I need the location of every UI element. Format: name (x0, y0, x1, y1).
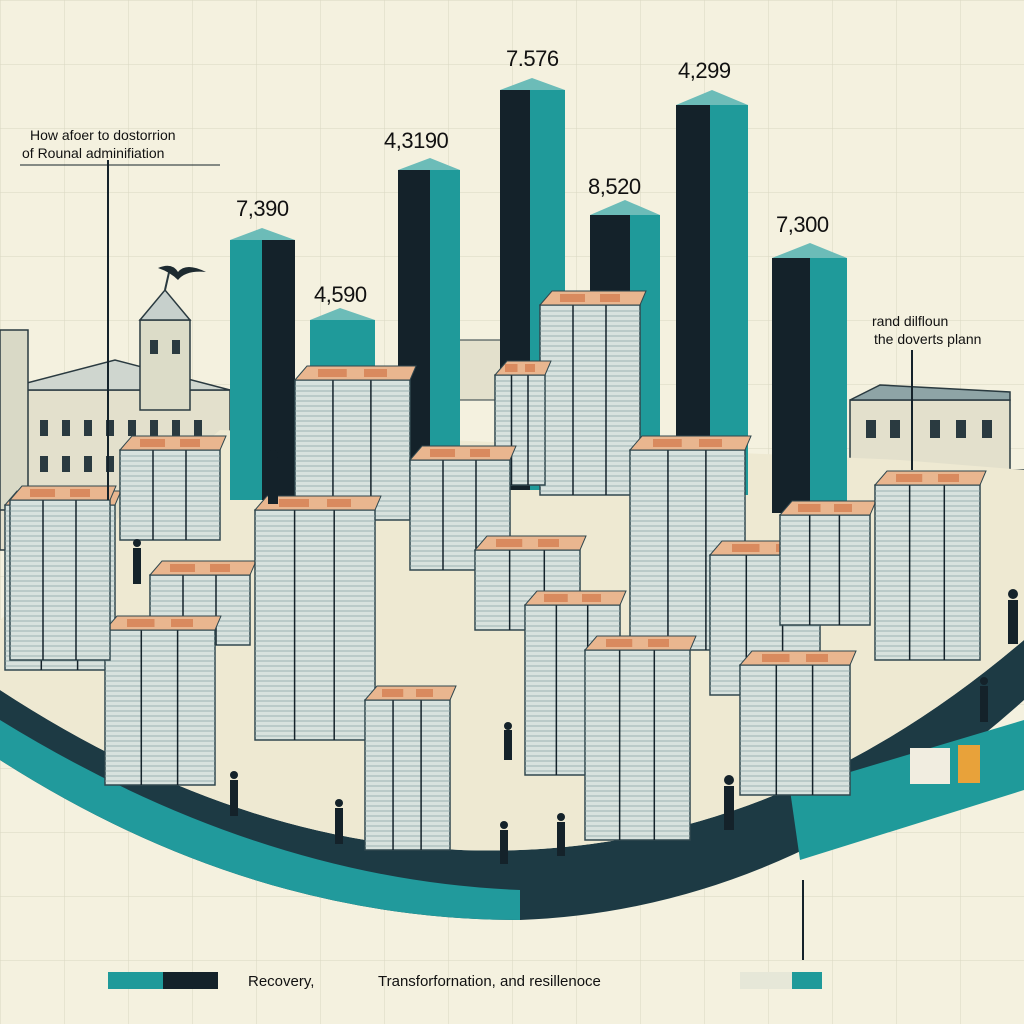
bar-value-label: 8,520 (588, 174, 641, 199)
bird-icon (158, 265, 206, 280)
annotation-left-line2: of Rounal adminifiation (22, 145, 165, 161)
bar-value-label: 4,590 (314, 282, 367, 307)
bar-value-label: 7,390 (236, 196, 289, 221)
annotation-left-line1: How afoer to dostorrion (30, 127, 176, 143)
annotation-right-line2: the doverts plann (874, 331, 982, 347)
teal-column-1 (230, 228, 295, 500)
money-stacks (3, 290, 987, 851)
money-stack (408, 445, 517, 571)
money-stack (118, 435, 227, 541)
money-stack (253, 495, 382, 741)
bar-value-label: 4,299 (678, 58, 731, 83)
teal-column-6 (676, 90, 748, 495)
legend-swatches (108, 972, 822, 989)
money-stack (538, 290, 647, 496)
money-stack (363, 685, 457, 851)
bar-value-label: 4,3190 (384, 128, 449, 153)
money-stack (873, 470, 987, 661)
legend-item-transformation: Transforfornation, and resillenoce (378, 973, 601, 990)
money-stack (583, 635, 697, 841)
money-stack (8, 485, 117, 661)
people-figures (133, 450, 1018, 864)
bar-value-label: 7,300 (776, 212, 829, 237)
money-stack (778, 500, 877, 626)
money-stack (103, 615, 222, 786)
money-stack (738, 650, 857, 796)
teal-column-7 (772, 243, 847, 513)
annotation-right-line1: rand dilfloun (872, 313, 949, 329)
legend-item-recovery: Recovery, (248, 973, 315, 990)
bar-value-label: 7.576 (506, 46, 559, 71)
